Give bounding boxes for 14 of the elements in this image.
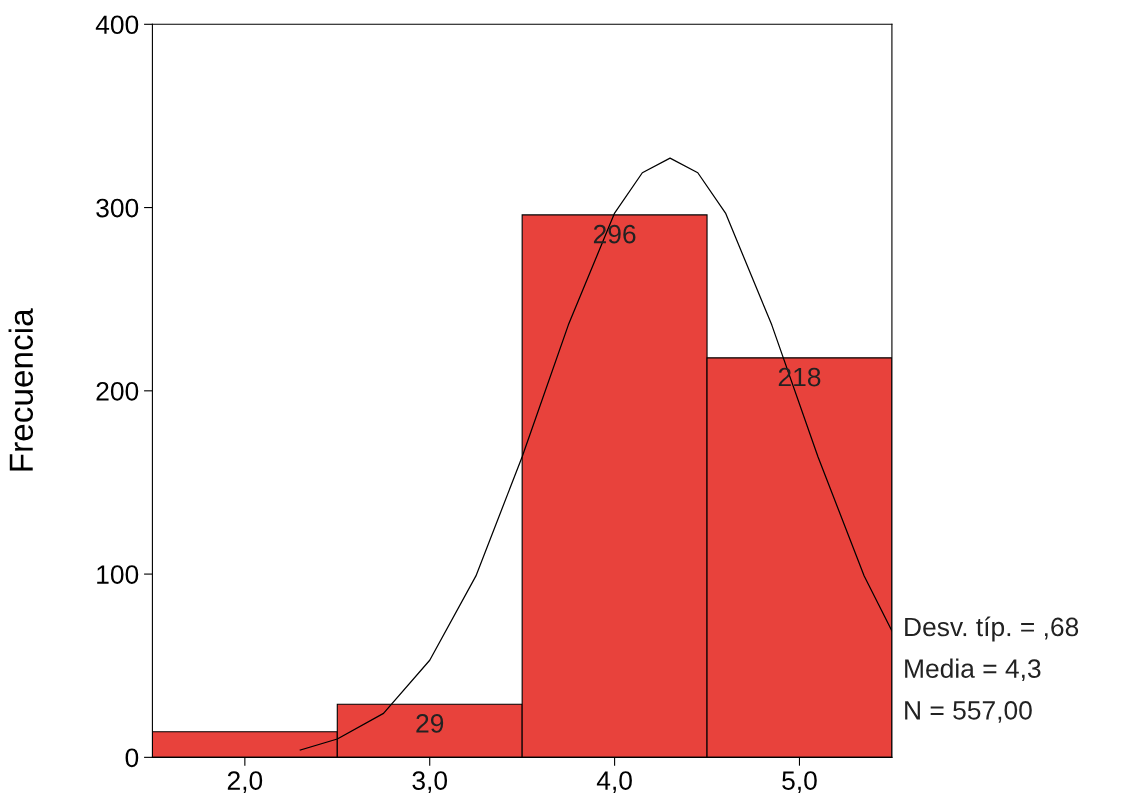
y-tick-label: 400 [95, 15, 139, 35]
y-tick-label: 0 [125, 748, 139, 768]
x-tick-label: 3,0 [412, 771, 448, 794]
y-axis-title: Frecuencia [8, 308, 34, 471]
x-tick-label: 5,0 [782, 771, 817, 794]
text: Desv. típ. = ,68 [905, 616, 1079, 642]
x-tick-label: 2,0 [227, 771, 263, 794]
y-tick-label: 200 [96, 381, 139, 401]
data-label: 29 [416, 714, 444, 733]
text: Media = 4,3 [905, 658, 1041, 682]
y-tick-label: 300 [96, 198, 139, 218]
y-tick-label: 100 [97, 565, 139, 584]
text: N = 557,00 [905, 701, 1032, 723]
x-tick-label: 4,0 [596, 771, 632, 794]
